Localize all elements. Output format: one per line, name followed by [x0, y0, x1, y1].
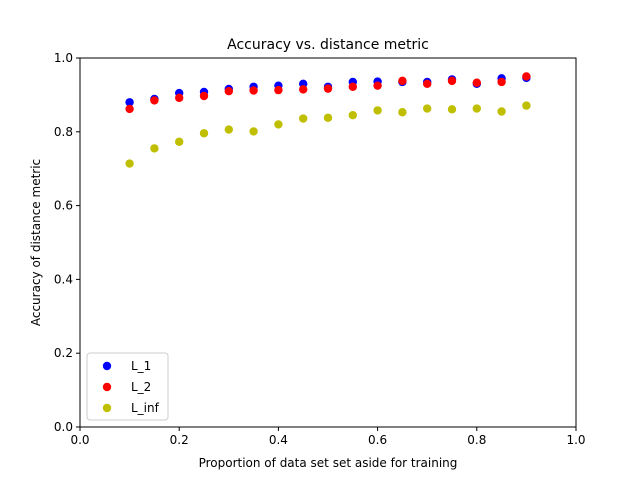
x-tick-label: 0.8: [467, 433, 486, 447]
series-l-inf: [125, 101, 531, 168]
data-point: [522, 101, 531, 110]
data-point: [199, 129, 209, 138]
legend: L_1 L_2 L_inf: [86, 352, 169, 421]
y-axis-title: Accuracy of distance metric: [29, 159, 43, 326]
data-point: [249, 127, 258, 136]
y-tick-label: 0.0: [54, 420, 73, 434]
data-point: [175, 137, 184, 146]
data-point: [423, 104, 432, 113]
data-point: [472, 104, 481, 113]
legend-label: L_inf: [131, 401, 160, 415]
chart-title: Accuracy vs. distance metric: [227, 37, 429, 53]
data-point: [472, 78, 481, 87]
legend-marker: [102, 382, 112, 392]
x-tick-label: 0.2: [170, 433, 189, 447]
data-point: [224, 125, 233, 134]
data-point: [299, 114, 308, 123]
data-point: [348, 82, 357, 91]
y-tick-label: 1.0: [54, 51, 73, 65]
x-tick-label: 1.0: [566, 433, 585, 447]
y-tick-label: 0.2: [54, 346, 73, 360]
data-point: [447, 76, 457, 86]
data-point: [497, 107, 506, 116]
x-axis: 0.0 0.2 0.4 0.6 0.8 1.0: [70, 427, 586, 447]
data-point: [447, 105, 457, 114]
data-point: [299, 85, 308, 94]
data-point: [274, 120, 283, 129]
plot-frame: [79, 57, 577, 428]
y-tick-label: 0.6: [54, 199, 73, 213]
data-point: [373, 81, 382, 90]
data-point: [175, 93, 184, 103]
data-point: [125, 159, 134, 168]
data-point: [199, 91, 209, 101]
data-point: [423, 79, 432, 89]
y-tick-label: 0.4: [54, 272, 73, 286]
data-point: [497, 77, 506, 87]
data-point: [398, 76, 407, 86]
data-point: [150, 144, 159, 153]
x-axis-title: Proportion of data set set aside for tra…: [199, 456, 458, 470]
data-point: [323, 113, 333, 122]
y-tick-label: 0.8: [54, 125, 73, 139]
x-tick-label: 0.4: [269, 433, 288, 447]
data-point: [125, 104, 134, 114]
data-point: [224, 87, 233, 96]
data-point: [348, 110, 357, 120]
data-point: [125, 98, 134, 107]
data-point: [249, 86, 258, 95]
data-point: [522, 72, 531, 81]
data-point: [150, 96, 159, 105]
y-axis: 0.0 0.2 0.4 0.6 0.8 1.0: [54, 51, 80, 434]
legend-label: L_1: [131, 359, 151, 373]
legend-marker: [102, 403, 112, 413]
legend-marker: [102, 361, 112, 371]
x-tick-label: 0.6: [368, 433, 387, 447]
data-point: [373, 106, 382, 115]
legend-label: L_2: [131, 380, 151, 394]
x-tick-label: 0.0: [70, 433, 89, 447]
data-point: [274, 85, 283, 95]
plot-area: [125, 72, 531, 168]
data-point: [323, 84, 333, 93]
series-l-2: [125, 72, 531, 114]
data-point: [398, 108, 407, 117]
